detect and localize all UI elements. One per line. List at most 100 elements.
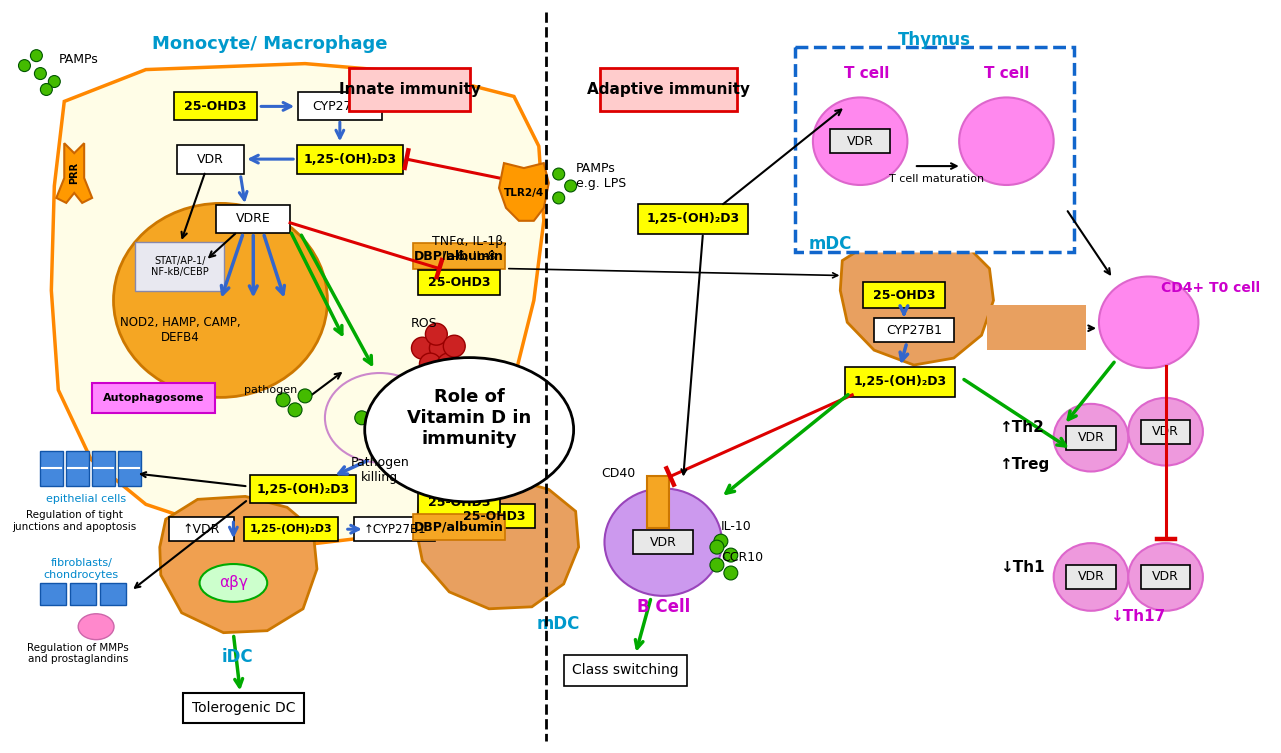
Text: VDR: VDR <box>1077 431 1104 444</box>
Text: ↑VDR: ↑VDR <box>183 523 220 535</box>
Polygon shape <box>56 143 92 203</box>
Text: mDC: mDC <box>808 235 852 253</box>
Circle shape <box>391 411 405 425</box>
Text: iDC: iDC <box>222 648 254 666</box>
Circle shape <box>18 59 31 72</box>
Text: 1,25-(OH)₂D3: 1,25-(OH)₂D3 <box>304 153 396 166</box>
Circle shape <box>49 75 60 87</box>
Text: VDR: VDR <box>649 535 676 549</box>
Text: Adaptive immunity: Adaptive immunity <box>587 82 749 97</box>
Ellipse shape <box>1129 398 1203 465</box>
FancyBboxPatch shape <box>830 130 890 153</box>
Text: mDC: mDC <box>537 614 580 633</box>
FancyBboxPatch shape <box>1140 565 1190 589</box>
Text: 1,25-(OH)₂D3: 1,25-(OH)₂D3 <box>853 376 947 389</box>
Circle shape <box>31 50 42 62</box>
Circle shape <box>411 337 433 359</box>
Text: CYP27B1: CYP27B1 <box>311 100 368 113</box>
FancyBboxPatch shape <box>419 489 500 515</box>
Text: Tolerogenic DC: Tolerogenic DC <box>192 701 295 715</box>
FancyBboxPatch shape <box>177 145 243 173</box>
FancyBboxPatch shape <box>419 270 500 295</box>
Text: T cell: T cell <box>844 66 890 81</box>
Text: T cell: T cell <box>984 66 1029 81</box>
FancyBboxPatch shape <box>986 306 1086 350</box>
Text: T cell maturation: T cell maturation <box>889 174 984 184</box>
FancyBboxPatch shape <box>92 450 115 486</box>
Text: PRR: PRR <box>69 162 79 184</box>
FancyBboxPatch shape <box>1140 419 1190 444</box>
Ellipse shape <box>959 97 1054 185</box>
Ellipse shape <box>200 564 268 602</box>
Circle shape <box>710 540 724 554</box>
FancyBboxPatch shape <box>41 450 63 486</box>
Circle shape <box>277 393 290 407</box>
FancyBboxPatch shape <box>453 505 535 528</box>
Text: VDRE: VDRE <box>236 212 270 225</box>
Text: 25-OHD3: 25-OHD3 <box>428 276 491 289</box>
FancyBboxPatch shape <box>250 475 356 503</box>
FancyBboxPatch shape <box>600 68 737 111</box>
Text: 1,25-(OH)₂D3: 1,25-(OH)₂D3 <box>256 483 350 496</box>
Circle shape <box>419 353 442 375</box>
Text: 25-OHD3: 25-OHD3 <box>428 496 491 509</box>
Polygon shape <box>500 163 548 221</box>
FancyBboxPatch shape <box>874 319 953 342</box>
FancyBboxPatch shape <box>564 654 687 687</box>
Text: 1,25-(OH)₂D3: 1,25-(OH)₂D3 <box>647 212 739 225</box>
Text: Monocyte/ Macrophage: Monocyte/ Macrophage <box>152 35 388 53</box>
Text: Regulation of tight
junctions and apoptosis: Regulation of tight junctions and apopto… <box>12 511 136 532</box>
Circle shape <box>288 403 302 417</box>
Ellipse shape <box>1054 543 1129 611</box>
FancyBboxPatch shape <box>638 204 748 233</box>
FancyBboxPatch shape <box>1066 425 1116 450</box>
Text: ↓Th17: ↓Th17 <box>1111 609 1166 624</box>
Text: CYP27B1: CYP27B1 <box>886 324 942 337</box>
FancyBboxPatch shape <box>845 367 954 397</box>
FancyBboxPatch shape <box>348 68 470 111</box>
Text: Pathogen
killing: Pathogen killing <box>350 456 409 483</box>
Text: VDR: VDR <box>1152 425 1179 438</box>
Text: 1,25-(OH)₂D3: 1,25-(OH)₂D3 <box>250 524 332 534</box>
FancyBboxPatch shape <box>863 282 944 308</box>
Ellipse shape <box>1054 404 1129 471</box>
Circle shape <box>298 389 313 403</box>
Text: epithelial cells: epithelial cells <box>46 495 127 505</box>
Text: fibroblasts/
chondrocytes: fibroblasts/ chondrocytes <box>44 558 119 580</box>
FancyBboxPatch shape <box>354 517 436 541</box>
Text: IL-10: IL-10 <box>721 520 752 532</box>
Circle shape <box>429 337 451 359</box>
FancyBboxPatch shape <box>1066 565 1116 589</box>
FancyBboxPatch shape <box>118 450 141 486</box>
Text: Innate immunity: Innate immunity <box>338 82 480 97</box>
Circle shape <box>35 68 46 80</box>
Polygon shape <box>840 233 994 365</box>
Ellipse shape <box>365 358 574 501</box>
Circle shape <box>41 84 53 96</box>
Text: PAMPs
e.g. LPS: PAMPs e.g. LPS <box>575 162 626 190</box>
FancyBboxPatch shape <box>174 93 257 120</box>
Circle shape <box>552 168 565 180</box>
Text: NOD2, HAMP, CAMP,
DEFB4: NOD2, HAMP, CAMP, DEFB4 <box>120 316 241 344</box>
Polygon shape <box>160 496 316 633</box>
Text: Autophagosome: Autophagosome <box>102 393 205 403</box>
Circle shape <box>552 192 565 204</box>
Text: CCR10: CCR10 <box>721 550 763 563</box>
FancyBboxPatch shape <box>414 514 505 540</box>
FancyBboxPatch shape <box>169 517 234 541</box>
Polygon shape <box>51 63 544 544</box>
Circle shape <box>724 566 738 580</box>
Ellipse shape <box>325 373 434 462</box>
Text: PAMPs: PAMPs <box>59 53 99 66</box>
Text: B Cell: B Cell <box>637 598 689 616</box>
Text: ↓Th1: ↓Th1 <box>999 559 1044 575</box>
Text: Thymus: Thymus <box>898 31 971 49</box>
Text: TLR2/4: TLR2/4 <box>503 188 544 198</box>
Text: DBP/albumin: DBP/albumin <box>414 249 505 262</box>
Text: ROS: ROS <box>411 317 438 330</box>
Text: Class switching: Class switching <box>573 663 679 678</box>
Text: ↑Treg: ↑Treg <box>999 457 1049 472</box>
FancyBboxPatch shape <box>216 205 290 233</box>
Circle shape <box>355 411 369 425</box>
FancyBboxPatch shape <box>41 583 67 605</box>
